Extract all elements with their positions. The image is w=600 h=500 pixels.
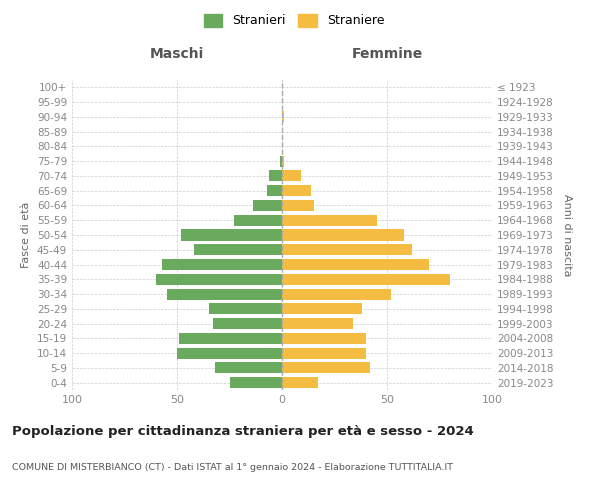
Bar xyxy=(282,259,429,270)
Text: COMUNE DI MISTERBIANCO (CT) - Dati ISTAT al 1° gennaio 2024 - Elaborazione TUTTI: COMUNE DI MISTERBIANCO (CT) - Dati ISTAT… xyxy=(12,463,453,472)
Bar xyxy=(282,185,311,196)
Bar xyxy=(177,348,282,358)
Bar xyxy=(282,274,450,285)
Y-axis label: Anni di nascita: Anni di nascita xyxy=(562,194,572,276)
Bar xyxy=(282,170,301,181)
Bar xyxy=(213,318,282,329)
Bar xyxy=(194,244,282,256)
Bar xyxy=(179,333,282,344)
Bar xyxy=(282,244,412,256)
Bar xyxy=(181,230,282,240)
Bar xyxy=(156,274,282,285)
Bar xyxy=(269,170,282,181)
Bar xyxy=(282,112,284,122)
Bar xyxy=(282,333,366,344)
Bar xyxy=(209,304,282,314)
Bar xyxy=(282,304,362,314)
Bar xyxy=(215,362,282,374)
Bar xyxy=(282,318,353,329)
Bar xyxy=(229,377,282,388)
Bar xyxy=(234,214,282,226)
Bar xyxy=(280,156,282,166)
Bar xyxy=(282,362,370,374)
Text: Femmine: Femmine xyxy=(352,48,422,62)
Text: Maschi: Maschi xyxy=(150,48,204,62)
Bar xyxy=(162,259,282,270)
Bar xyxy=(268,185,282,196)
Bar xyxy=(282,214,377,226)
Bar xyxy=(282,288,391,300)
Legend: Stranieri, Straniere: Stranieri, Straniere xyxy=(199,8,389,32)
Bar xyxy=(282,377,318,388)
Y-axis label: Fasce di età: Fasce di età xyxy=(22,202,31,268)
Bar xyxy=(282,230,404,240)
Bar xyxy=(167,288,282,300)
Bar xyxy=(282,156,284,166)
Bar xyxy=(282,348,366,358)
Bar xyxy=(282,200,314,211)
Bar xyxy=(253,200,282,211)
Text: Popolazione per cittadinanza straniera per età e sesso - 2024: Popolazione per cittadinanza straniera p… xyxy=(12,425,474,438)
